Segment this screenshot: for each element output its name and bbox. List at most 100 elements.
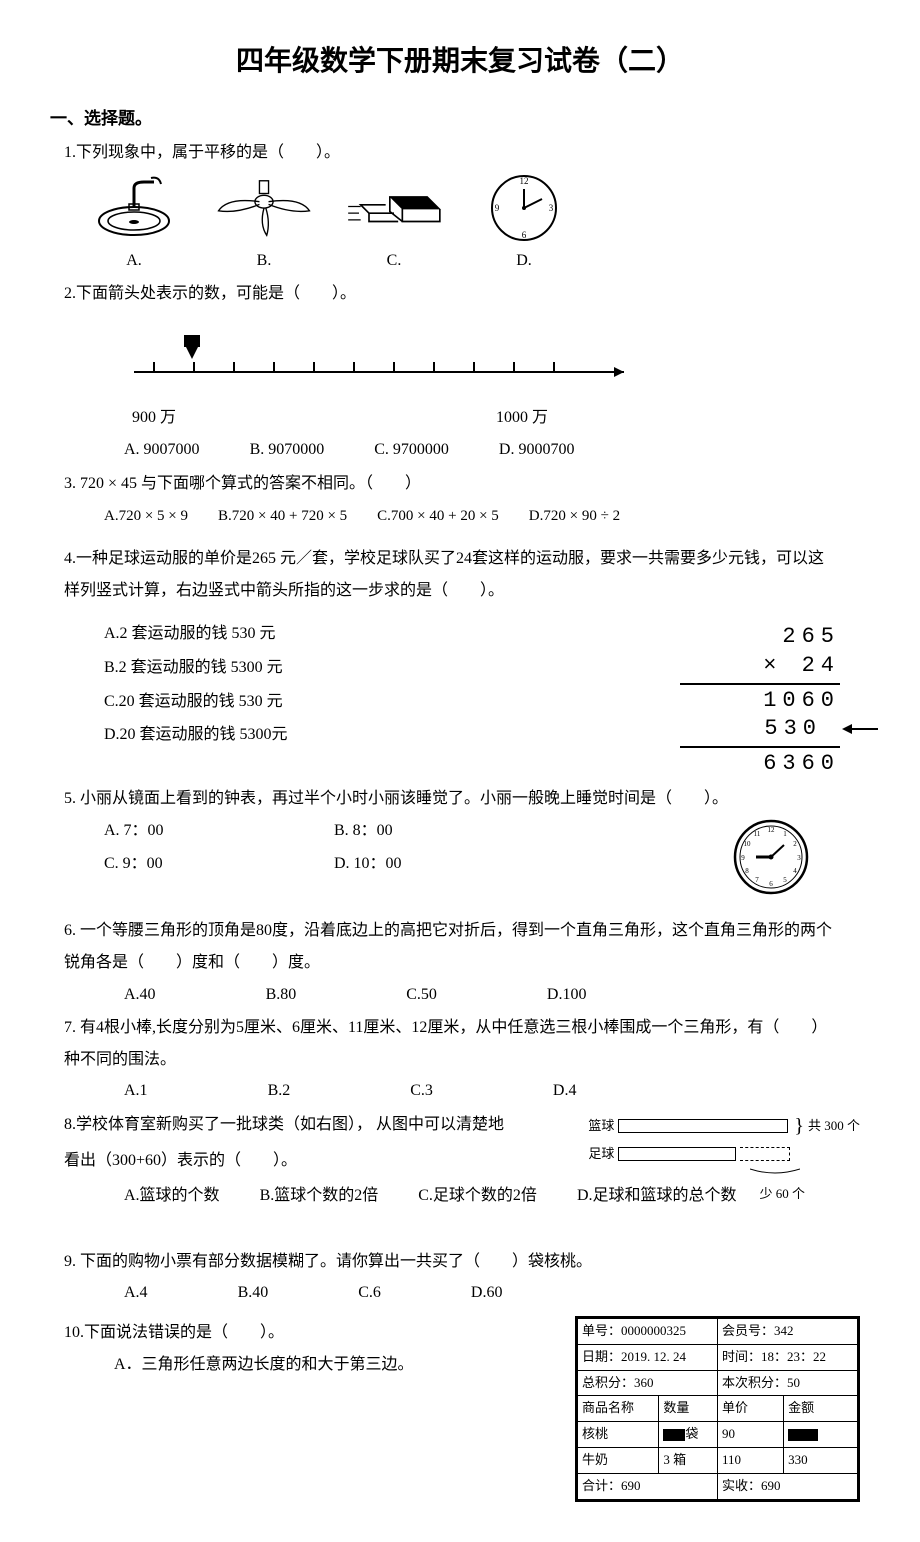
svg-text:2: 2 xyxy=(793,840,797,848)
receipt-order: 单号：0000000325 xyxy=(578,1319,718,1345)
q9-opt-d: D.60 xyxy=(471,1280,503,1306)
svg-text:7: 7 xyxy=(755,876,759,884)
q4-calc-l5: 6360 xyxy=(680,750,840,779)
q3-opt-a: A.720 × 5 × 9 xyxy=(104,504,188,528)
receipt-h-amount: 金额 xyxy=(784,1396,858,1422)
receipt-p2-price: 110 xyxy=(717,1448,783,1474)
q3-opt-d: D.720 × 90 ÷ 2 xyxy=(529,504,620,528)
q4-calc-l2: × 24 xyxy=(680,652,840,681)
receipt-date: 日期：2019. 12. 24 xyxy=(578,1344,718,1370)
q4-calculation: 265 × 24 1060 530 6360 xyxy=(680,623,840,778)
section-one-header: 一、选择题。 xyxy=(50,105,870,132)
receipt-member: 会员号：342 xyxy=(717,1319,857,1345)
mirror-clock-icon: 1212 345 678 91011 xyxy=(732,818,810,896)
q9-text: 9. 下面的购物小票有部分数据模糊了。请你算出一共买了（ ）袋核桃。 xyxy=(64,1249,870,1275)
q1-label-b: B. xyxy=(214,248,314,274)
q3-text: 3. 720 × 45 与下面哪个算式的答案不相同。（ ） xyxy=(64,471,870,497)
sink-icon xyxy=(89,176,179,241)
q1-opt-d: 12 3 6 9 D. xyxy=(474,174,574,274)
receipt-h-price: 单价 xyxy=(717,1396,783,1422)
q1-opt-b: B. xyxy=(214,174,314,274)
q3-opt-c: C.700 × 40 + 20 × 5 xyxy=(377,504,499,528)
q9-opt-c: C.6 xyxy=(358,1280,381,1306)
q5-opt-a: A. 7：00 xyxy=(104,818,304,844)
q1-label-d: D. xyxy=(474,248,574,274)
q5-text: 5. 小丽从镜面上看到的钟表，再过半个小时小丽该睡觉了。小丽一般晚上睡觉时间是（… xyxy=(64,786,870,812)
q2-opt-c: C. 9700000 xyxy=(374,437,449,463)
clock-icon: 12 3 6 9 xyxy=(487,171,562,246)
q4-calc-l3: 1060 xyxy=(680,687,840,716)
drawer-icon xyxy=(344,174,444,244)
numberline-icon xyxy=(124,327,644,397)
q8-less-label: 少 60 个 xyxy=(588,1184,805,1205)
receipt-p2-qty: 3 箱 xyxy=(659,1448,718,1474)
q4-opt-d: D.20 套运动服的钱 5300元 xyxy=(104,722,680,748)
receipt-p2-name: 牛奶 xyxy=(578,1448,659,1474)
receipt-paid: 实收：690 xyxy=(717,1473,857,1499)
q2-axis-left: 900 万 xyxy=(132,405,176,431)
q8-diagram: 篮球 } 共 300 个 足球 少 60 个 xyxy=(588,1110,860,1204)
question-9: 9. 下面的购物小票有部分数据模糊了。请你算出一共买了（ ）袋核桃。 A.4 B… xyxy=(64,1249,870,1306)
question-7: 7. 有4根小棒,长度分别为5厘米、6厘米、11厘米、12厘米，从中任意选三根小… xyxy=(64,1015,870,1104)
question-8: 篮球 } 共 300 个 足球 少 60 个 8.学校体育室新购买了一批球类（如… xyxy=(64,1112,870,1209)
svg-text:3: 3 xyxy=(548,203,553,213)
receipt-total: 合计：690 xyxy=(578,1473,718,1499)
fan-icon xyxy=(214,176,314,241)
q6-text1: 6. 一个等腰三角形的顶角是80度，沿着底边上的高把它对折后，得到一个直角三角形… xyxy=(64,918,870,944)
svg-text:10: 10 xyxy=(744,840,752,848)
q4-opt-b: B.2 套运动服的钱 5300 元 xyxy=(104,655,680,681)
question-2: 2.下面箭头处表示的数，可能是（ ）。 900 万 1000 万 A. 9007… xyxy=(64,281,870,462)
q4-text2: 样列竖式计算，右边竖式中箭头所指的这一步求的是（ ）。 xyxy=(64,578,870,604)
q9-opt-b: B.40 xyxy=(238,1280,269,1306)
question-6: 6. 一个等腰三角形的顶角是80度，沿着底边上的高把它对折后，得到一个直角三角形… xyxy=(64,918,870,1007)
question-3: 3. 720 × 45 与下面哪个算式的答案不相同。（ ） A.720 × 5 … xyxy=(64,471,870,529)
svg-text:3: 3 xyxy=(797,854,801,862)
q9-opt-a: A.4 xyxy=(124,1280,148,1306)
q1-label-a: A. xyxy=(84,248,184,274)
q2-text: 2.下面箭头处表示的数，可能是（ ）。 xyxy=(64,281,870,307)
svg-text:8: 8 xyxy=(745,867,749,875)
question-4: 4.一种足球运动服的单价是265 元／套，学校足球队买了24套这样的运动服，要求… xyxy=(64,546,870,778)
q5-opt-d: D. 10：00 xyxy=(334,851,534,877)
page-title: 四年级数学下册期末复习试卷（二） xyxy=(50,40,870,85)
receipt-p2-amt: 330 xyxy=(784,1448,858,1474)
receipt-thispts: 本次积分：50 xyxy=(717,1370,857,1396)
q8-opt-c: C.足球个数的2倍 xyxy=(418,1183,537,1209)
q5-opt-c: C. 9：00 xyxy=(104,851,304,877)
underbrace-icon xyxy=(750,1167,800,1177)
q4-opt-c: C.20 套运动服的钱 530 元 xyxy=(104,689,680,715)
svg-text:9: 9 xyxy=(494,203,499,213)
q4-opt-a: A.2 套运动服的钱 530 元 xyxy=(104,621,680,647)
q5-opt-b: B. 8：00 xyxy=(334,818,534,844)
svg-text:5: 5 xyxy=(783,876,787,884)
q7-opt-c: C.3 xyxy=(410,1078,433,1104)
q2-axis-right: 1000 万 xyxy=(496,405,548,431)
receipt-h-qty: 数量 xyxy=(659,1396,718,1422)
receipt-p1-amt xyxy=(784,1422,858,1448)
svg-text:11: 11 xyxy=(754,830,761,838)
q6-opt-a: A.40 xyxy=(124,982,156,1008)
q1-text: 1.下列现象中，属于平移的是（ ）。 xyxy=(64,140,870,166)
q2-opt-b: B. 9070000 xyxy=(250,437,325,463)
q4-calc-l1: 265 xyxy=(680,623,840,652)
receipt-p1-price: 90 xyxy=(717,1422,783,1448)
svg-text:12: 12 xyxy=(519,176,528,186)
q8-opt-b: B.篮球个数的2倍 xyxy=(260,1183,379,1209)
svg-text:6: 6 xyxy=(521,230,526,240)
receipt-time: 时间：18：23：22 xyxy=(717,1344,857,1370)
q1-opt-c: C. xyxy=(344,174,444,274)
q6-opt-b: B.80 xyxy=(266,982,297,1008)
q1-opt-a: A. xyxy=(84,174,184,274)
q8-opt-a: A.篮球的个数 xyxy=(124,1183,220,1209)
receipt-h-name: 商品名称 xyxy=(578,1396,659,1422)
receipt-p1-name: 核桃 xyxy=(578,1422,659,1448)
receipt-totalpts: 总积分：360 xyxy=(578,1370,718,1396)
q7-opt-d: D.4 xyxy=(553,1078,577,1104)
svg-text:6: 6 xyxy=(769,880,773,888)
q7-text2: 种不同的围法。 xyxy=(64,1047,870,1073)
q3-opt-b: B.720 × 40 + 720 × 5 xyxy=(218,504,347,528)
q6-text2: 锐角各是（ ）度和（ ）度。 xyxy=(64,950,870,976)
q1-label-c: C. xyxy=(344,248,444,274)
receipt-table: 单号：0000000325会员号：342 日期：2019. 12. 24时间：1… xyxy=(575,1316,860,1502)
q4-calc-l4: 530 xyxy=(764,716,840,741)
